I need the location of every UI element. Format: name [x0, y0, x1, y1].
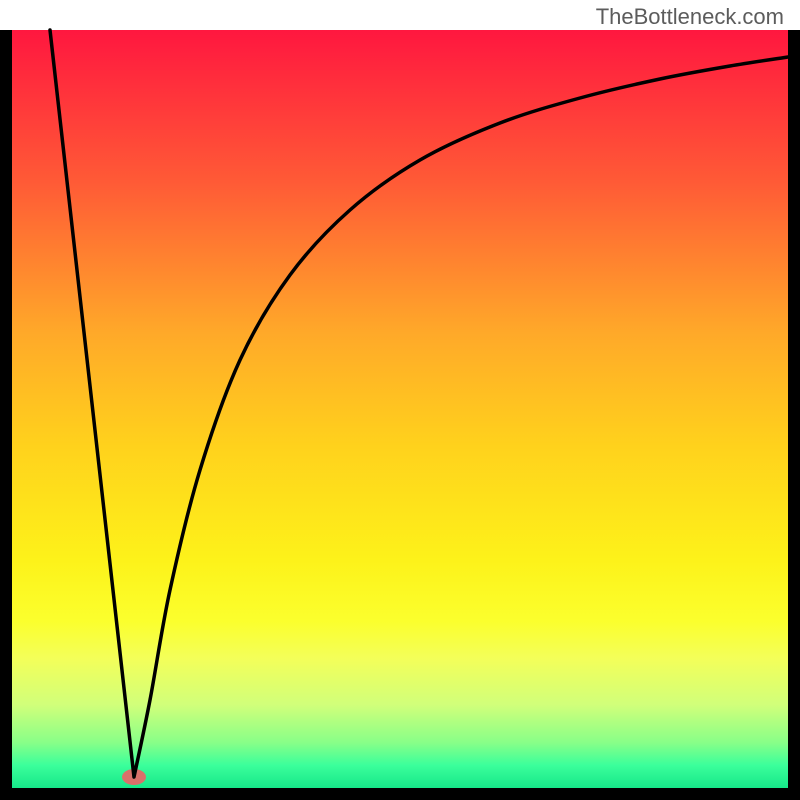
chart-container: TheBottleneck.com	[0, 0, 800, 800]
gradient-background	[12, 30, 788, 788]
bottleneck-chart	[0, 0, 800, 800]
watermark-text: TheBottleneck.com	[596, 4, 784, 30]
